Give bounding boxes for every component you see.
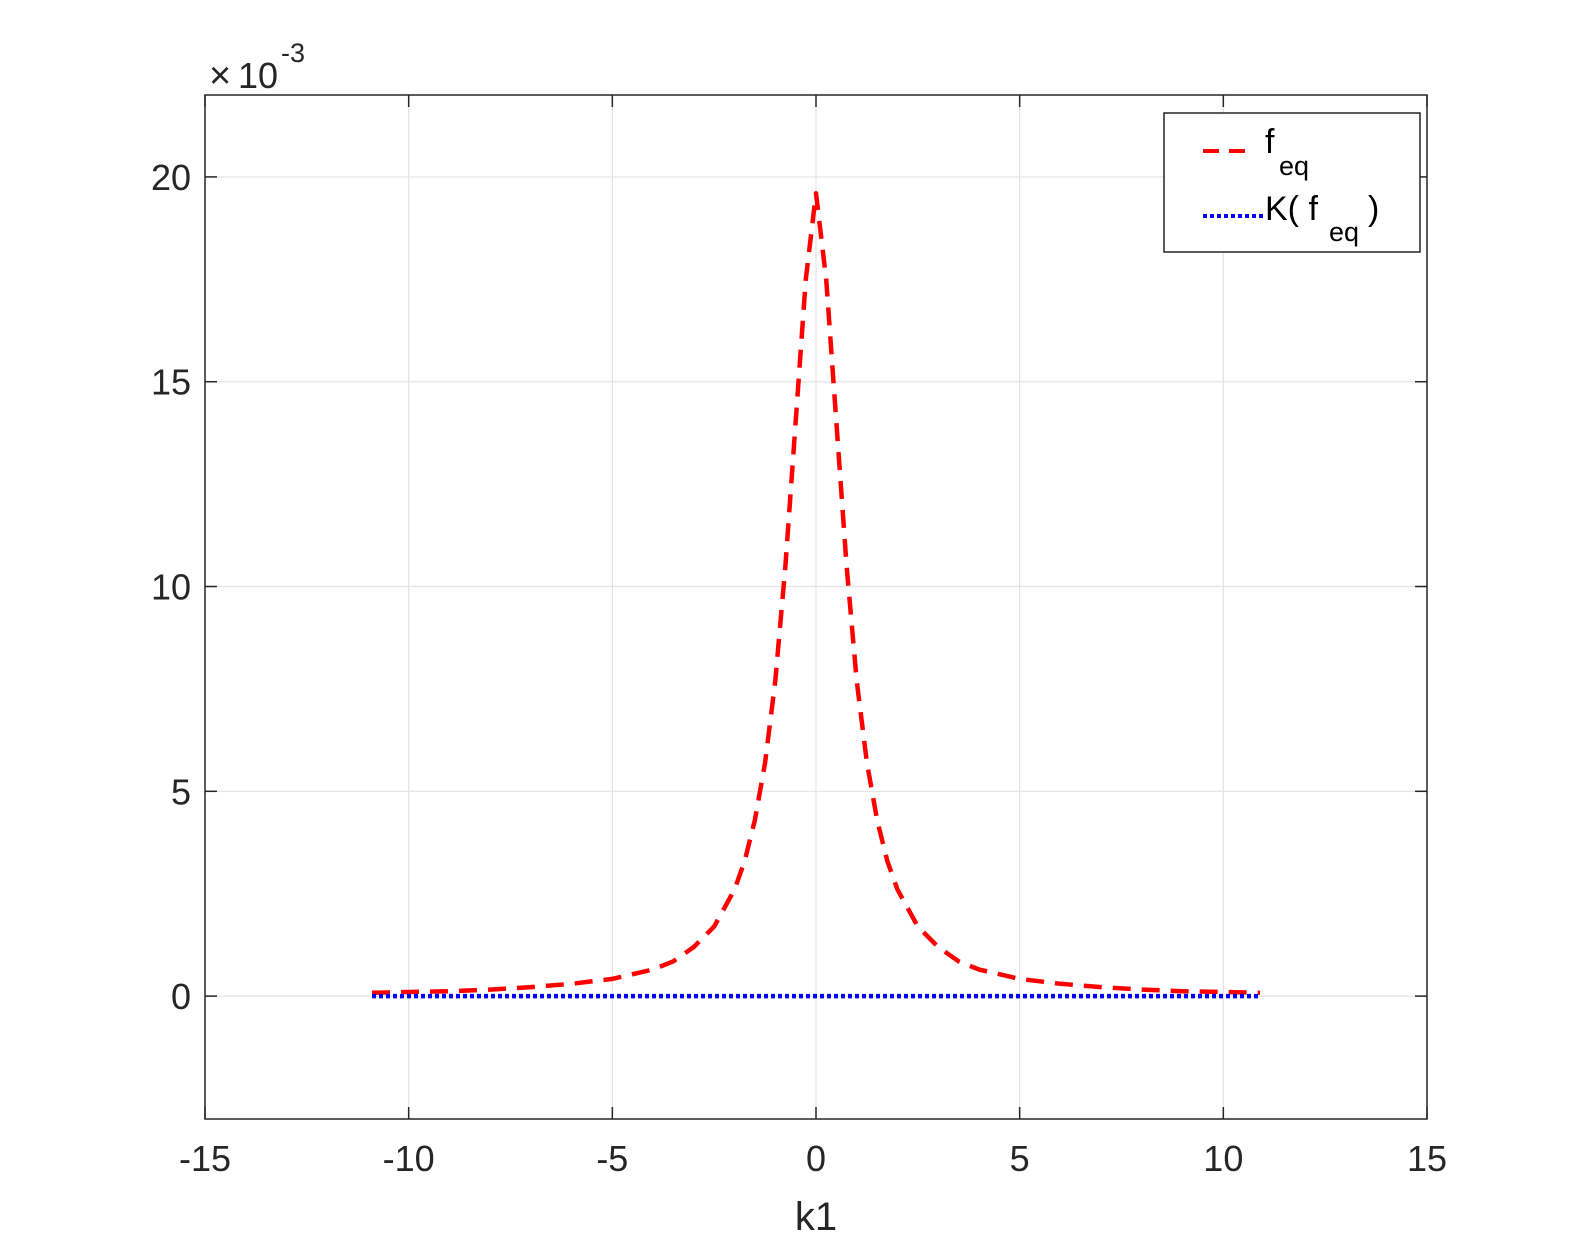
ticks <box>204 95 1428 1119</box>
legend-label-kfeq-close: ) <box>1368 190 1379 228</box>
legend-box <box>1163 112 1421 253</box>
x-tick-label: -10 <box>383 1138 435 1179</box>
x-tick-label: 0 <box>806 1138 826 1179</box>
legend: f eq K( f eq ) <box>1163 112 1421 253</box>
x-axis-label: k1 <box>795 1195 837 1239</box>
multiplier-prefix: × <box>209 55 231 97</box>
tick-labels: -15 -10 -5 0 5 10 15 0 5 10 15 20 <box>151 157 1447 1179</box>
legend-label-feq: f <box>1265 123 1275 161</box>
series-line-0 <box>371 191 1261 996</box>
y-tick-label: 0 <box>171 976 191 1017</box>
x-tick-label: 5 <box>1010 1138 1030 1179</box>
x-tick-label: -5 <box>596 1138 628 1179</box>
series-group <box>371 191 1261 999</box>
y-tick-label: 5 <box>171 771 191 812</box>
x-tick-label: 15 <box>1407 1138 1447 1179</box>
legend-label-kfeq: K( f <box>1265 190 1318 228</box>
x-tick-label: 10 <box>1203 1138 1243 1179</box>
multiplier-base: 10 <box>238 55 278 96</box>
y-axis-multiplier: × 10 -3 <box>209 38 305 97</box>
y-tick-label: 15 <box>151 362 191 403</box>
x-tick-label: -15 <box>179 1138 231 1179</box>
y-tick-label: 20 <box>151 157 191 198</box>
multiplier-exponent: -3 <box>281 38 305 68</box>
y-tick-label: 10 <box>151 567 191 608</box>
legend-subscript-feq: eq <box>1279 151 1309 181</box>
legend-subscript-kfeq: eq <box>1329 217 1359 247</box>
